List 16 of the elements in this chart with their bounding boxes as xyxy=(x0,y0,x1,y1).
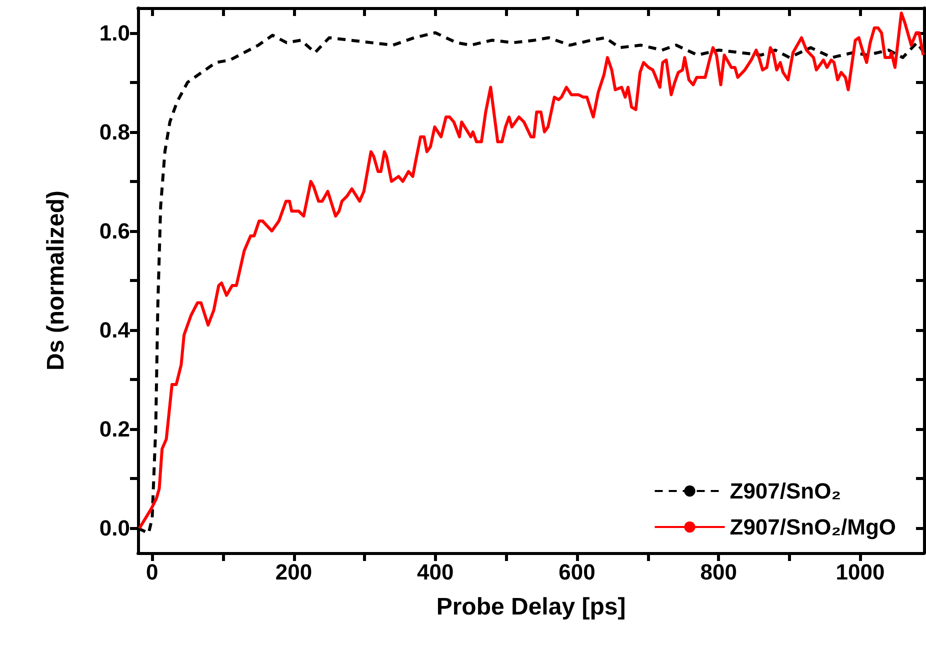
y-tick-label: 1.0 xyxy=(99,20,130,46)
x-tick-label: 400 xyxy=(417,560,454,584)
y-tick-label: 0.4 xyxy=(99,318,131,343)
legend-label: Z907/SnO₂/MgO xyxy=(730,514,896,540)
x-axis-title: Probe Delay [ps] xyxy=(436,594,626,620)
x-tick-label: 200 xyxy=(275,560,312,584)
y-tick-label: 0.8 xyxy=(99,119,130,144)
x-tick-label: 1000 xyxy=(836,560,885,584)
x-tick-label: 0 xyxy=(146,560,158,584)
x-tick-label: 600 xyxy=(558,560,596,584)
legend-label: Z907/SnO₂ xyxy=(730,478,842,504)
y-tick-label: 0.6 xyxy=(99,218,130,244)
y-tick-label: 0.2 xyxy=(99,416,130,442)
x-tick-label: 800 xyxy=(700,560,738,584)
y-tick-label: 0.0 xyxy=(99,516,130,541)
y-axis-title: Ds (normalized) xyxy=(42,190,70,371)
